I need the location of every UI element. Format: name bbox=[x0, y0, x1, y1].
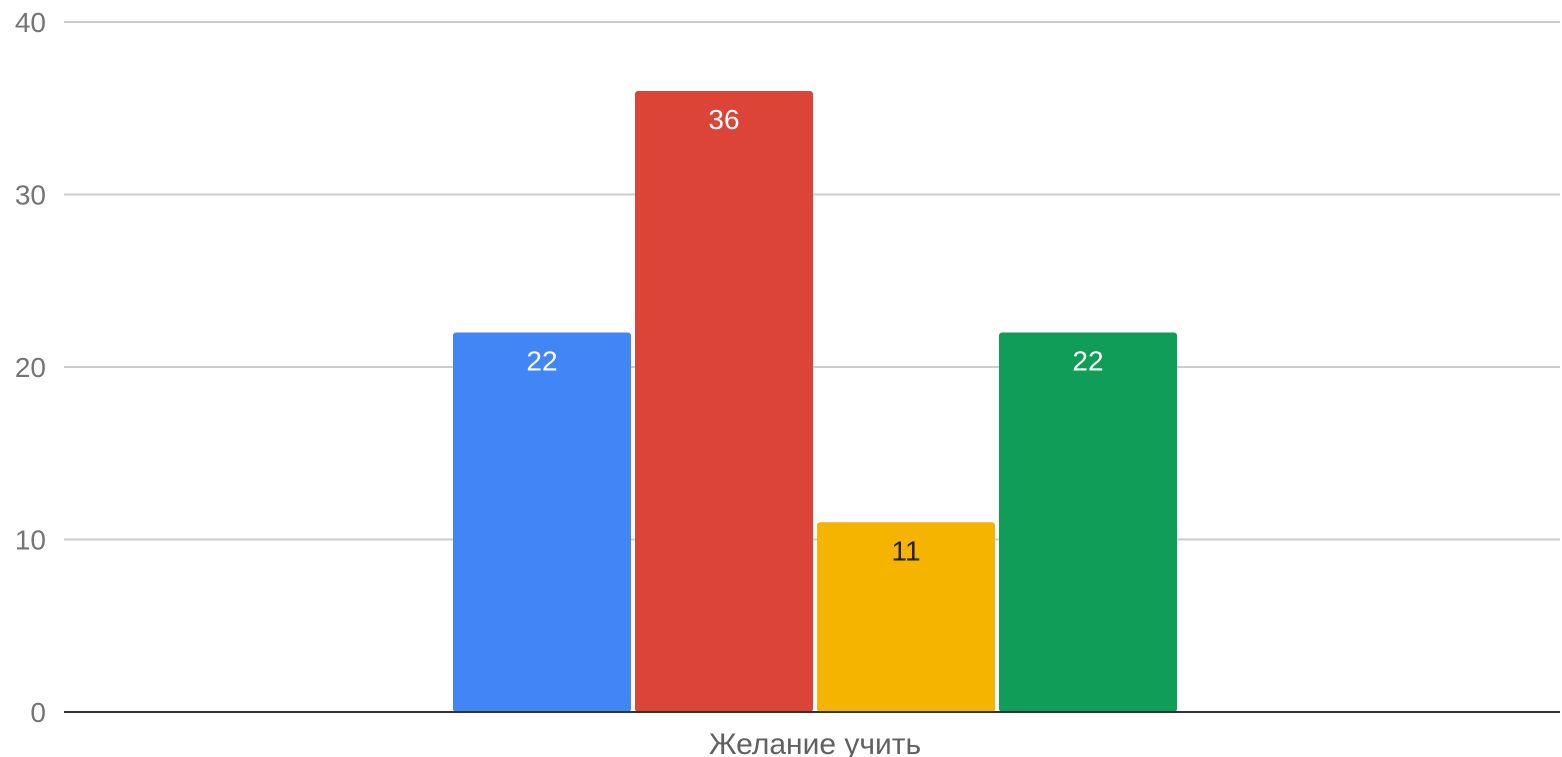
y-tick-label-0: 0 bbox=[30, 697, 46, 728]
y-tick-label-10: 10 bbox=[15, 525, 46, 556]
bar-2 bbox=[635, 91, 813, 712]
bars bbox=[453, 91, 1177, 712]
bar-data-labels: 22 36 11 22 bbox=[526, 104, 1103, 566]
y-axis-tick-labels: 0 10 20 30 40 bbox=[15, 7, 46, 728]
x-axis-category-labels: Желание учить bbox=[709, 728, 921, 757]
bar-value-label-4: 22 bbox=[1072, 346, 1103, 377]
bar-value-label-2: 36 bbox=[708, 104, 739, 135]
bar-3 bbox=[817, 522, 995, 712]
y-tick-label-20: 20 bbox=[15, 352, 46, 383]
bar-4 bbox=[999, 332, 1177, 712]
bar-value-label-3: 11 bbox=[891, 535, 920, 566]
y-tick-label-30: 30 bbox=[15, 180, 46, 211]
bar-value-label-1: 22 bbox=[526, 346, 557, 377]
bar-1 bbox=[453, 332, 631, 712]
x-category-label: Желание учить bbox=[709, 728, 921, 757]
y-tick-label-40: 40 bbox=[15, 7, 46, 38]
